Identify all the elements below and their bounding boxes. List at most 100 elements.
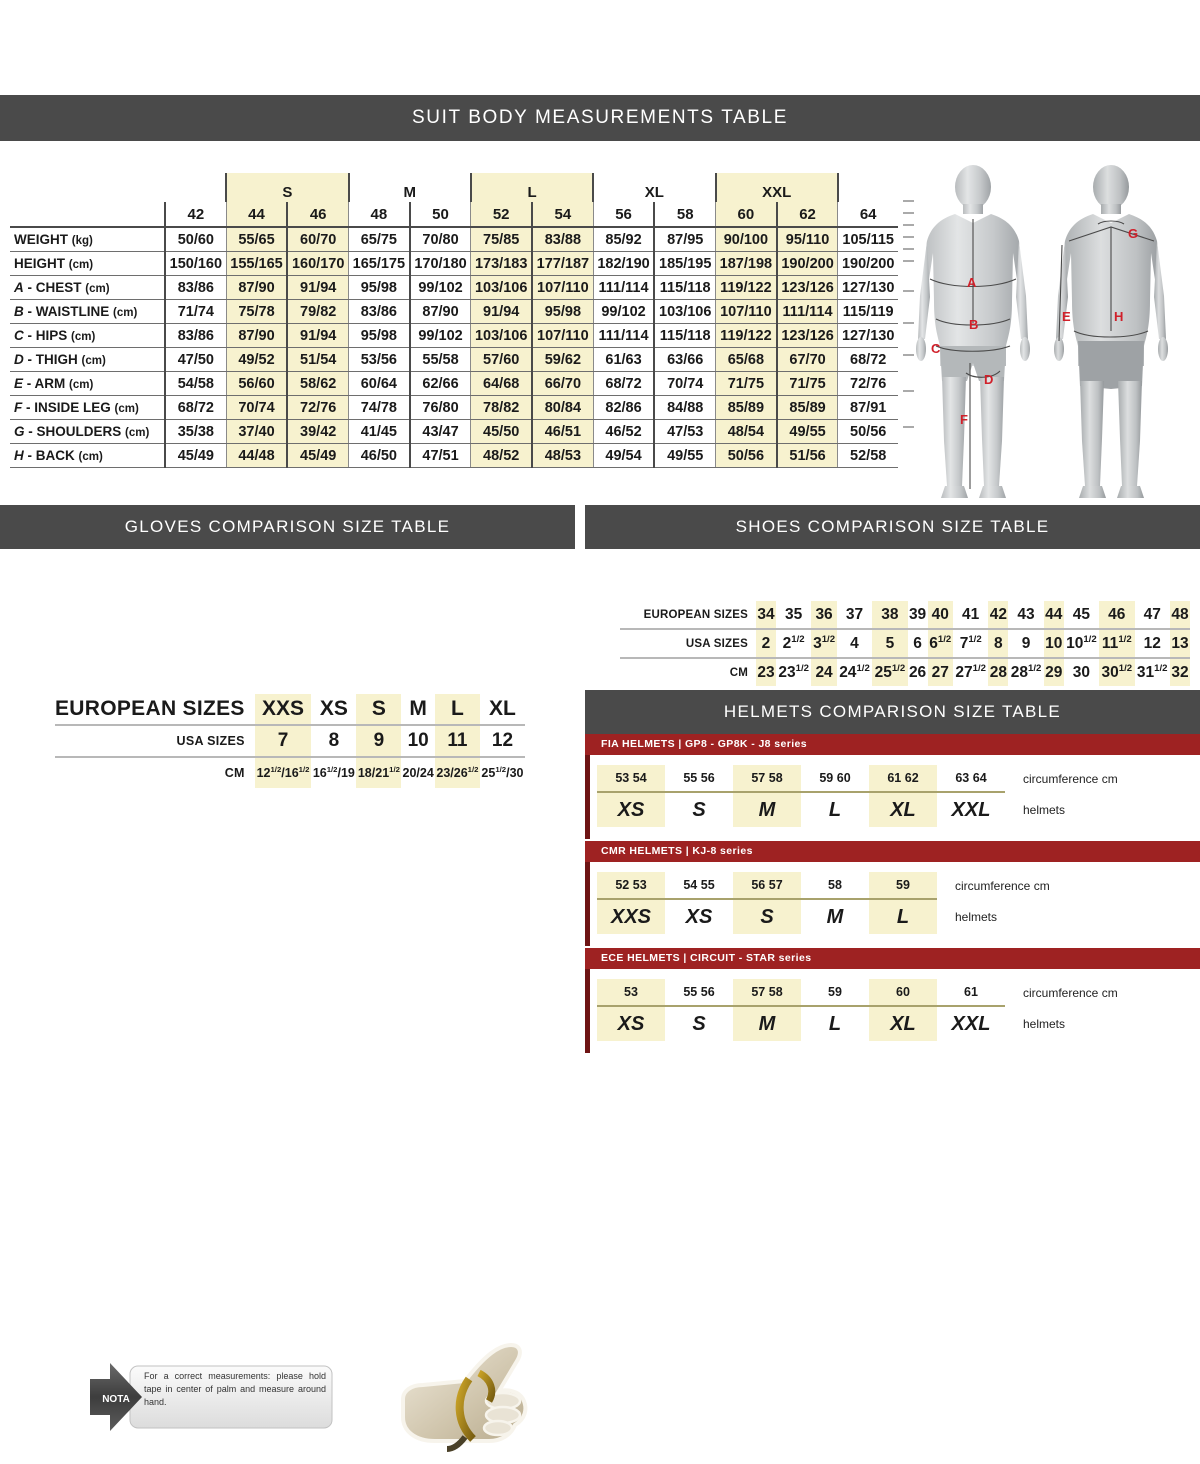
helmet-circumference-caption: circumference cm [1023, 771, 1118, 786]
helmet-size-table: 53 54 55 56 57 58 59 60 61 62 63 64 circumfere… [597, 765, 1118, 827]
shoes-cell: 2 [756, 629, 776, 659]
suit-size-44: 44 [225, 202, 288, 228]
gloves-cell: M [401, 694, 435, 726]
suit-cell: 95/98 [348, 275, 410, 300]
helmet-circumference-cell: 59 [869, 872, 937, 900]
suit-cell: 45/49 [163, 443, 227, 468]
suit-row-label-shoulders: G - SHOULDERS (cm) [10, 419, 165, 444]
suit-row-label-hips: C - HIPS (cm) [10, 323, 165, 348]
gloves-row-label-usa: USA SIZES [55, 725, 255, 758]
suit-cell: 83/86 [163, 275, 227, 300]
suit-measurements-table: S M L XL XXL 42 44 46 48 50 52 54 56 58 60 62 64 WEIGHT… [10, 173, 898, 468]
suit-cell: 45/50 [470, 419, 533, 444]
suit-row-label-arm: E - ARM (cm) [10, 371, 165, 396]
shoes-cell: 21/2 [775, 629, 812, 659]
shoes-cell: 271/2 [955, 662, 986, 682]
suit-cell: 115/119 [837, 299, 898, 324]
table-row: F - INSIDE LEG (cm) 68/72 70/74 72/76 74/78 7… [10, 395, 898, 420]
suit-cell: 119/122 [715, 275, 777, 300]
helmet-size-cell: S [733, 899, 801, 934]
helmet-circumference-cell: 59 [801, 979, 869, 1007]
shoes-cell: 23 [756, 658, 776, 686]
suit-cell: 51/54 [286, 347, 349, 372]
gloves-cell: 8 [311, 725, 357, 758]
helmet-circumference-cell: 59 60 [801, 765, 869, 793]
height-ruler-icon [903, 200, 914, 428]
shoes-cell: 61/2 [927, 629, 953, 659]
table-row: H - BACK (cm) 45/49 44/48 45/49 46/50 47/51 48… [10, 443, 898, 468]
gloves-title-text: GLOVES COMPARISON SIZE TABLE [124, 517, 451, 536]
suit-cell: 107/110 [531, 323, 594, 348]
helmet-circumference-row: 53 54 55 56 57 58 59 60 61 62 63 64 circumfere… [597, 765, 1118, 793]
helmet-circumference-caption: circumference cm [955, 878, 1050, 893]
gloves-cell: 23/261/2 [434, 757, 480, 788]
suit-cell: 54/58 [163, 371, 227, 396]
body-figure-illustration: A B C D F [900, 141, 1200, 511]
shoes-cell: 101/2 [1063, 629, 1100, 659]
suit-cell: 182/190 [592, 251, 655, 276]
shoes-cell: 35 [775, 601, 812, 630]
suit-cell: 71/74 [163, 299, 227, 324]
shoes-cell: 311/2 [1136, 662, 1168, 682]
shoes-cell: 30 [1072, 663, 1091, 681]
shoes-cell: 13 [1169, 629, 1190, 659]
suit-cell: 111/114 [592, 323, 655, 348]
size-chart-page: SUIT BODY MEASUREMENTS TABLE S M L XL XXL 42… [0, 95, 1200, 1452]
suit-cell: 62/66 [408, 371, 471, 396]
gloves-comparison-table: EUROPEAN SIZES XXS XS S M L XL USA SIZES 7 8 9 10 11… [55, 694, 525, 788]
shoes-cell: 48 [1169, 601, 1190, 630]
suit-size-42: 42 [163, 202, 227, 228]
suit-cell: 95/98 [348, 323, 410, 348]
gloves-row-label-european: EUROPEAN SIZES [55, 694, 255, 726]
shoes-cell: 29 [1043, 658, 1064, 686]
suit-size-58: 58 [653, 202, 716, 228]
suit-cell: 70/74 [225, 395, 288, 420]
suit-cell: 48/52 [470, 443, 533, 468]
suit-cell: 49/55 [775, 419, 838, 444]
shoes-row-european: EUROPEAN SIZES 34 35 36 37 38 39 40 41 42 43 44 45 46… [620, 601, 1190, 630]
suit-cell: 85/92 [592, 227, 655, 252]
helmet-size-cell: L [828, 798, 842, 821]
shoes-cell: 47 [1134, 601, 1170, 630]
helmet-size-table: 52 53 54 55 56 57 58 59 circumference cm XXS XS… [597, 872, 1050, 934]
suit-cell: 83/86 [163, 323, 227, 348]
shoes-cell: 111/2 [1099, 629, 1135, 659]
suit-cell: 74/78 [348, 395, 410, 420]
suit-size-50: 50 [408, 202, 471, 228]
helmet-group-rows: 53 54 55 56 57 58 59 60 61 62 63 64 circumfere… [585, 755, 1200, 839]
suit-cell: 150/160 [163, 251, 227, 276]
front-body-figure: A B C D F [916, 165, 1030, 498]
shoes-cell: 37 [836, 601, 873, 630]
suit-cell: 87/90 [225, 275, 288, 300]
suit-cell: 190/200 [775, 251, 838, 276]
suit-title-bar: SUIT BODY MEASUREMENTS TABLE [0, 95, 1200, 141]
shoes-cell: 8 [988, 629, 1009, 659]
suit-cell: 177/187 [531, 251, 594, 276]
shoes-cell: 301/2 [1099, 658, 1135, 686]
suit-size-group-L: L [469, 173, 594, 202]
suit-cell: 90/100 [715, 227, 777, 252]
shoes-cell: 41 [952, 601, 989, 630]
suit-cell: 55/58 [408, 347, 471, 372]
shoes-cell: 241/2 [839, 662, 870, 682]
helmet-size-table: 53 55 56 57 58 59 60 61 circumference cm XS S M L X… [597, 979, 1118, 1041]
helmets-groups: FIA HELMETS | GP8 - GP8K - J8 series 53 5… [585, 734, 1200, 1059]
helmet-size-row: XS S M L XL XXL helmets [597, 792, 1118, 827]
helmet-group-header: ECE HELMETS | CIRCUIT - STAR series [585, 948, 1200, 969]
shoes-cell: 281/2 [1010, 662, 1042, 682]
suit-cell: 111/114 [775, 299, 838, 324]
suit-cell: 46/51 [531, 419, 594, 444]
shoes-cell: 231/2 [778, 662, 809, 682]
suit-cell: 41/45 [348, 419, 410, 444]
helmet-group-rows: 52 53 54 55 56 57 58 59 circumference cm XXS XS… [585, 862, 1200, 946]
marker-H: H [1114, 309, 1123, 324]
table-row: A - CHEST (cm) 83/86 87/90 91/94 95/98 99/102… [10, 275, 898, 300]
suit-cell: 46/50 [348, 443, 410, 468]
suit-row-label-inside-leg: F - INSIDE LEG (cm) [10, 395, 165, 420]
suit-cell: 50/56 [715, 443, 777, 468]
suit-size-row-spacer [10, 202, 165, 228]
suit-cell: 55/65 [225, 227, 288, 252]
suit-cell: 103/106 [470, 323, 533, 348]
shoes-cell: 71/2 [952, 629, 989, 659]
